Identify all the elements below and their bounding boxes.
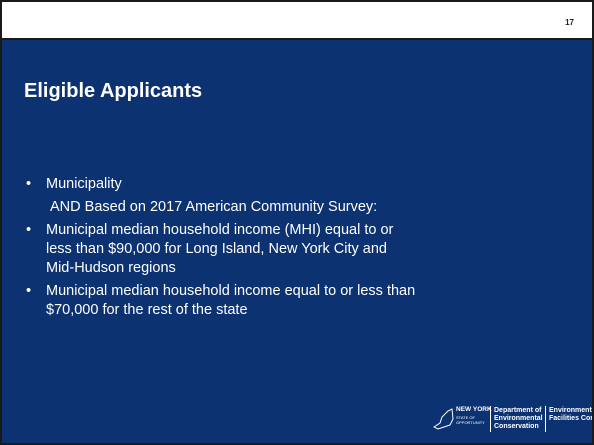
logo-state-tag: STATE OF OPPORTUNITY (456, 415, 485, 425)
logo-state: NEW YORK (456, 406, 492, 413)
bullet-item: AND Based on 2017 American Community Sur… (24, 198, 584, 217)
logo-line: Facilities Corporation (549, 415, 593, 422)
bullet-line: Municipal median household income equal … (46, 283, 416, 299)
bullet-item: Municipality (24, 175, 584, 194)
bullet-line: $70,000 for the rest of the state (46, 302, 248, 318)
bullet-line: Municipal median household income (MHI) … (46, 222, 394, 238)
bullet-line: AND Based on 2017 American Community Sur… (50, 199, 378, 215)
logo-line: STATE OF (456, 415, 475, 420)
logo-line: Environmental (549, 407, 594, 414)
logo-line: Environmental (494, 415, 543, 422)
logo-line: OPPORTUNITY (456, 420, 485, 425)
bullet-line: less than $90,000 for Long Island, New Y… (46, 241, 387, 257)
bullet-line: Municipality (46, 176, 122, 192)
slide-number: 17 (565, 18, 574, 27)
top-bar: 17 (2, 2, 592, 40)
logo-efc: Environmental Facilities Corporation (549, 407, 594, 423)
slide-body: Municipality AND Based on 2017 American C… (24, 175, 584, 324)
state-outline (433, 408, 454, 430)
logo-line: Department of (494, 407, 542, 414)
bullet-item: Municipal median household income (MHI) … (24, 221, 584, 278)
bullet-line: Mid-Hudson regions (46, 260, 176, 276)
logo-line: Conservation (494, 423, 539, 430)
separator (490, 406, 491, 432)
separator (545, 406, 546, 432)
bullet-item: Municipal median household income equal … (24, 282, 584, 320)
slide-title: Eligible Applicants (24, 80, 203, 102)
logo-dec: Department of Environmental Conservation (494, 407, 543, 431)
